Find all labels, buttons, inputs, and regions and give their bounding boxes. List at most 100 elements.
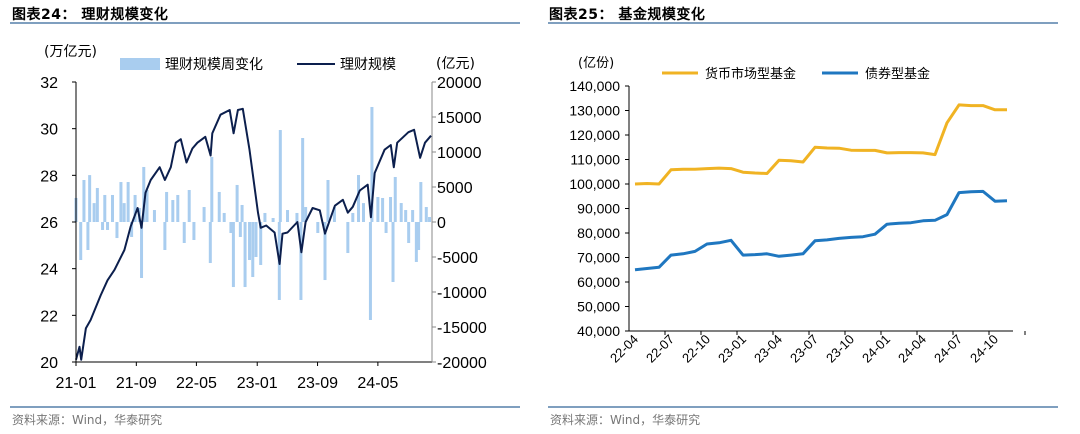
right-y-tick-label: 10000 bbox=[437, 145, 482, 162]
weekly-change-bar bbox=[263, 212, 267, 222]
weekly-change-bar bbox=[295, 212, 299, 222]
weekly-change-bar bbox=[103, 194, 107, 222]
right-title-divider bbox=[548, 22, 1058, 24]
weekly-change-bar bbox=[238, 222, 242, 237]
weekly-change-bar bbox=[187, 190, 191, 222]
left-y-tick-label: 24 bbox=[40, 262, 58, 279]
weekly-change-bar bbox=[323, 222, 327, 281]
weekly-change-bar bbox=[231, 222, 235, 288]
weekly-change-bar bbox=[152, 210, 156, 222]
y-tick-label: 140,000 bbox=[569, 78, 620, 94]
weekly-change-bar bbox=[240, 204, 244, 222]
weekly-change-bar bbox=[126, 182, 130, 222]
weekly-change-bar bbox=[208, 222, 212, 264]
x-tick-label: 21-09 bbox=[116, 375, 157, 392]
x-tick-label: 22-10 bbox=[679, 332, 713, 366]
left-chart-title: 图表24： 理财规模变化 bbox=[12, 7, 169, 23]
right-y-tick-label: -10000 bbox=[437, 285, 487, 302]
x-tick-label: 23-09 bbox=[297, 375, 338, 392]
weekly-change-bar bbox=[393, 176, 397, 222]
right-chart-title: 图表25： 基金规模变化 bbox=[549, 7, 706, 23]
weekly-change-bar bbox=[332, 207, 336, 222]
weekly-change-bar bbox=[428, 217, 432, 222]
legend-label-money-market: 货币市场型基金 bbox=[705, 66, 796, 82]
weekly-change-bar bbox=[259, 222, 263, 265]
weekly-change-bar bbox=[243, 222, 247, 288]
weekly-change-bar bbox=[351, 212, 355, 222]
y-tick-label: 40,000 bbox=[577, 323, 620, 339]
weekly-change-bar bbox=[122, 203, 126, 222]
weekly-change-bar bbox=[361, 203, 365, 222]
weekly-change-bar bbox=[101, 222, 105, 230]
right-y-tick-label: -5000 bbox=[437, 250, 478, 267]
weekly-change-bar bbox=[376, 197, 380, 222]
left-y-tick-label: 22 bbox=[40, 308, 58, 325]
wealth-management-chart: 20 22 24 26 28 30 32 -20000 -15000 -10000 -5000 0 50… bbox=[40, 44, 487, 392]
weekly-change-bar bbox=[88, 175, 92, 222]
y-tick-label: 70,000 bbox=[577, 250, 620, 266]
weekly-change-bar bbox=[235, 184, 239, 222]
weekly-change-bar bbox=[370, 106, 374, 222]
left-axis-unit: (万亿元) bbox=[44, 44, 97, 60]
right-axis-unit: (亿元) bbox=[436, 56, 475, 72]
weekly-change-bar bbox=[254, 222, 258, 257]
right-source-divider bbox=[548, 406, 1058, 408]
weekly-change-bar bbox=[271, 218, 275, 222]
right-source-note: 资料来源：Wind，华泰研究 bbox=[550, 413, 701, 427]
fund-scale-chart: 40,000 50,000 60,000 70,000 80,000 90,000 100,… bbox=[569, 56, 1026, 366]
weekly-change-bar bbox=[424, 207, 428, 222]
weekly-change-bar bbox=[278, 130, 282, 222]
y-tick-label: 90,000 bbox=[577, 201, 620, 217]
x-tick-label: 23-04 bbox=[751, 332, 785, 366]
weekly-change-bar bbox=[202, 207, 206, 222]
weekly-change-bar bbox=[115, 222, 119, 239]
x-tick-label: 23-01 bbox=[237, 375, 278, 392]
y-tick-label: 130,000 bbox=[569, 103, 620, 119]
weekly-change-bar bbox=[316, 222, 320, 233]
weekly-change-bar bbox=[217, 191, 221, 222]
x-tick-label: 24-04 bbox=[895, 332, 929, 366]
weekly-change-bar bbox=[192, 222, 196, 240]
weekly-change-bar bbox=[414, 222, 418, 262]
legend-label-weekly-change: 理财规模周变化 bbox=[165, 57, 263, 73]
weekly-change-bar bbox=[171, 200, 175, 222]
x-tick-label: 24-07 bbox=[931, 332, 965, 366]
weekly-change-bar bbox=[346, 222, 350, 254]
weekly-change-bar bbox=[86, 222, 90, 250]
left-y-tick-label: 32 bbox=[40, 75, 58, 92]
weekly-change-bar bbox=[384, 222, 388, 233]
right-y-tick-label: 5000 bbox=[437, 180, 473, 197]
weekly-change-bar bbox=[357, 175, 361, 222]
weekly-change-bar bbox=[210, 156, 214, 222]
bond-fund-line bbox=[634, 189, 1008, 272]
weekly-change-bar bbox=[399, 203, 403, 222]
x-tick-label: 23-01 bbox=[715, 332, 749, 366]
left-y-tick-label: 30 bbox=[40, 122, 58, 139]
weekly-change-bar bbox=[95, 187, 99, 222]
weekly-change-bar bbox=[176, 194, 180, 222]
weekly-change-bar bbox=[301, 138, 305, 222]
weekly-change-bar bbox=[417, 222, 421, 250]
weekly-change-bar bbox=[286, 210, 290, 222]
weekly-change-bar bbox=[326, 180, 330, 222]
x-tick-label: 23-07 bbox=[787, 332, 821, 366]
weekly-change-bar bbox=[251, 222, 255, 278]
weekly-change-bar bbox=[229, 222, 233, 233]
weekly-change-bar bbox=[304, 207, 308, 222]
right-y-tick-label: 15000 bbox=[437, 110, 482, 127]
weekly-change-bar bbox=[404, 210, 408, 222]
x-tick-label: 21-01 bbox=[56, 375, 97, 392]
weekly-change-bar bbox=[92, 203, 96, 222]
weekly-change-bar bbox=[119, 182, 123, 222]
left-y-tick-label: 20 bbox=[40, 355, 58, 372]
y-axis-unit: (亿份) bbox=[578, 56, 614, 71]
weekly-change-bar bbox=[391, 222, 395, 282]
right-y-tick-label: -15000 bbox=[437, 320, 487, 337]
left-y-tick-label: 26 bbox=[40, 215, 58, 232]
weekly-change-bar bbox=[130, 222, 134, 237]
y-tick-label: 120,000 bbox=[569, 127, 620, 143]
left-title-divider bbox=[10, 22, 520, 24]
weekly-change-bar bbox=[299, 222, 303, 300]
weekly-change-bar bbox=[106, 222, 110, 230]
weekly-change-bar bbox=[222, 212, 226, 222]
